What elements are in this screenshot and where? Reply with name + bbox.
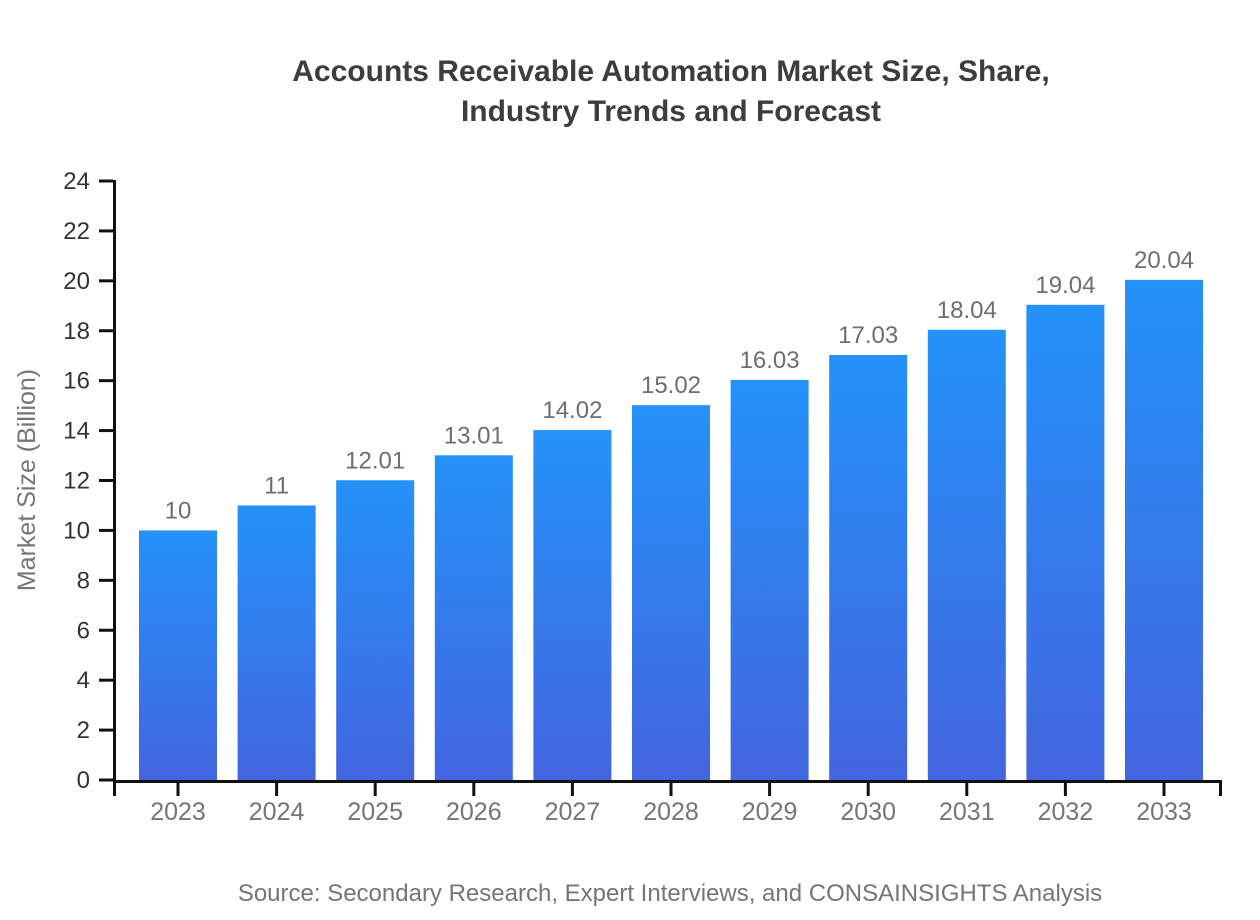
bar bbox=[730, 379, 809, 780]
y-tick-label: 22 bbox=[63, 218, 90, 245]
x-tick-label: 2028 bbox=[643, 798, 699, 826]
y-tick-label: 18 bbox=[63, 318, 90, 345]
bar-value-label: 10 bbox=[165, 497, 192, 524]
bar-value-label: 12.01 bbox=[345, 447, 405, 474]
bar bbox=[336, 480, 415, 780]
x-tick-label: 2024 bbox=[249, 798, 305, 826]
y-tick-label: 16 bbox=[63, 368, 90, 395]
bar bbox=[1026, 304, 1105, 780]
x-tick-label: 2031 bbox=[939, 798, 995, 826]
bar-value-label: 20.04 bbox=[1134, 247, 1194, 274]
y-tick-label: 24 bbox=[63, 168, 90, 195]
plot-area: 10 11 12.01 13.01 14.02 15.02 16.03 17.03 18.04 1… bbox=[63, 168, 1222, 826]
x-tick-label: 2029 bbox=[742, 798, 798, 826]
bar bbox=[1125, 279, 1203, 780]
y-tick-label: 10 bbox=[63, 517, 90, 544]
y-tick-label: 4 bbox=[77, 667, 90, 694]
bar-value-label: 19.04 bbox=[1035, 272, 1095, 299]
x-tick-label: 2026 bbox=[446, 798, 502, 826]
y-tick-label: 0 bbox=[77, 767, 90, 794]
y-tick-label: 2 bbox=[77, 717, 90, 744]
chart-title-line1: Accounts Receivable Automation Market Si… bbox=[292, 55, 1049, 88]
bar-value-label: 18.04 bbox=[937, 297, 997, 324]
x-tick-label: 2023 bbox=[150, 798, 206, 826]
y-axis-title: Market Size (Billion) bbox=[13, 369, 41, 591]
bar bbox=[434, 455, 513, 780]
bar bbox=[632, 405, 710, 780]
y-tick-label: 14 bbox=[63, 418, 90, 445]
x-tick-label: 2032 bbox=[1038, 798, 1094, 826]
x-tick-label: 2033 bbox=[1136, 798, 1192, 826]
chart-title-line2: Industry Trends and Forecast bbox=[461, 95, 881, 128]
y-tick-label: 8 bbox=[77, 567, 90, 594]
bar-value-label: 11 bbox=[264, 472, 289, 499]
bar-value-label: 15.02 bbox=[641, 372, 701, 399]
bar bbox=[139, 530, 217, 780]
bar bbox=[533, 430, 612, 780]
source-note: Source: Secondary Research, Expert Inter… bbox=[238, 880, 1102, 907]
bar-value-label: 14.02 bbox=[542, 397, 602, 424]
x-tick-label: 2027 bbox=[545, 798, 601, 826]
bar bbox=[237, 505, 316, 780]
bar-value-label: 17.03 bbox=[838, 322, 898, 349]
x-tick-label: 2025 bbox=[347, 798, 403, 826]
y-tick-label: 20 bbox=[63, 268, 90, 295]
bar bbox=[829, 354, 908, 780]
y-tick-label: 6 bbox=[77, 617, 90, 644]
bar-value-label: 13.01 bbox=[444, 422, 504, 449]
x-tick-label: 2030 bbox=[840, 798, 896, 826]
bar bbox=[927, 329, 1006, 780]
bar-value-label: 16.03 bbox=[740, 347, 800, 374]
y-tick-label: 12 bbox=[63, 468, 90, 495]
